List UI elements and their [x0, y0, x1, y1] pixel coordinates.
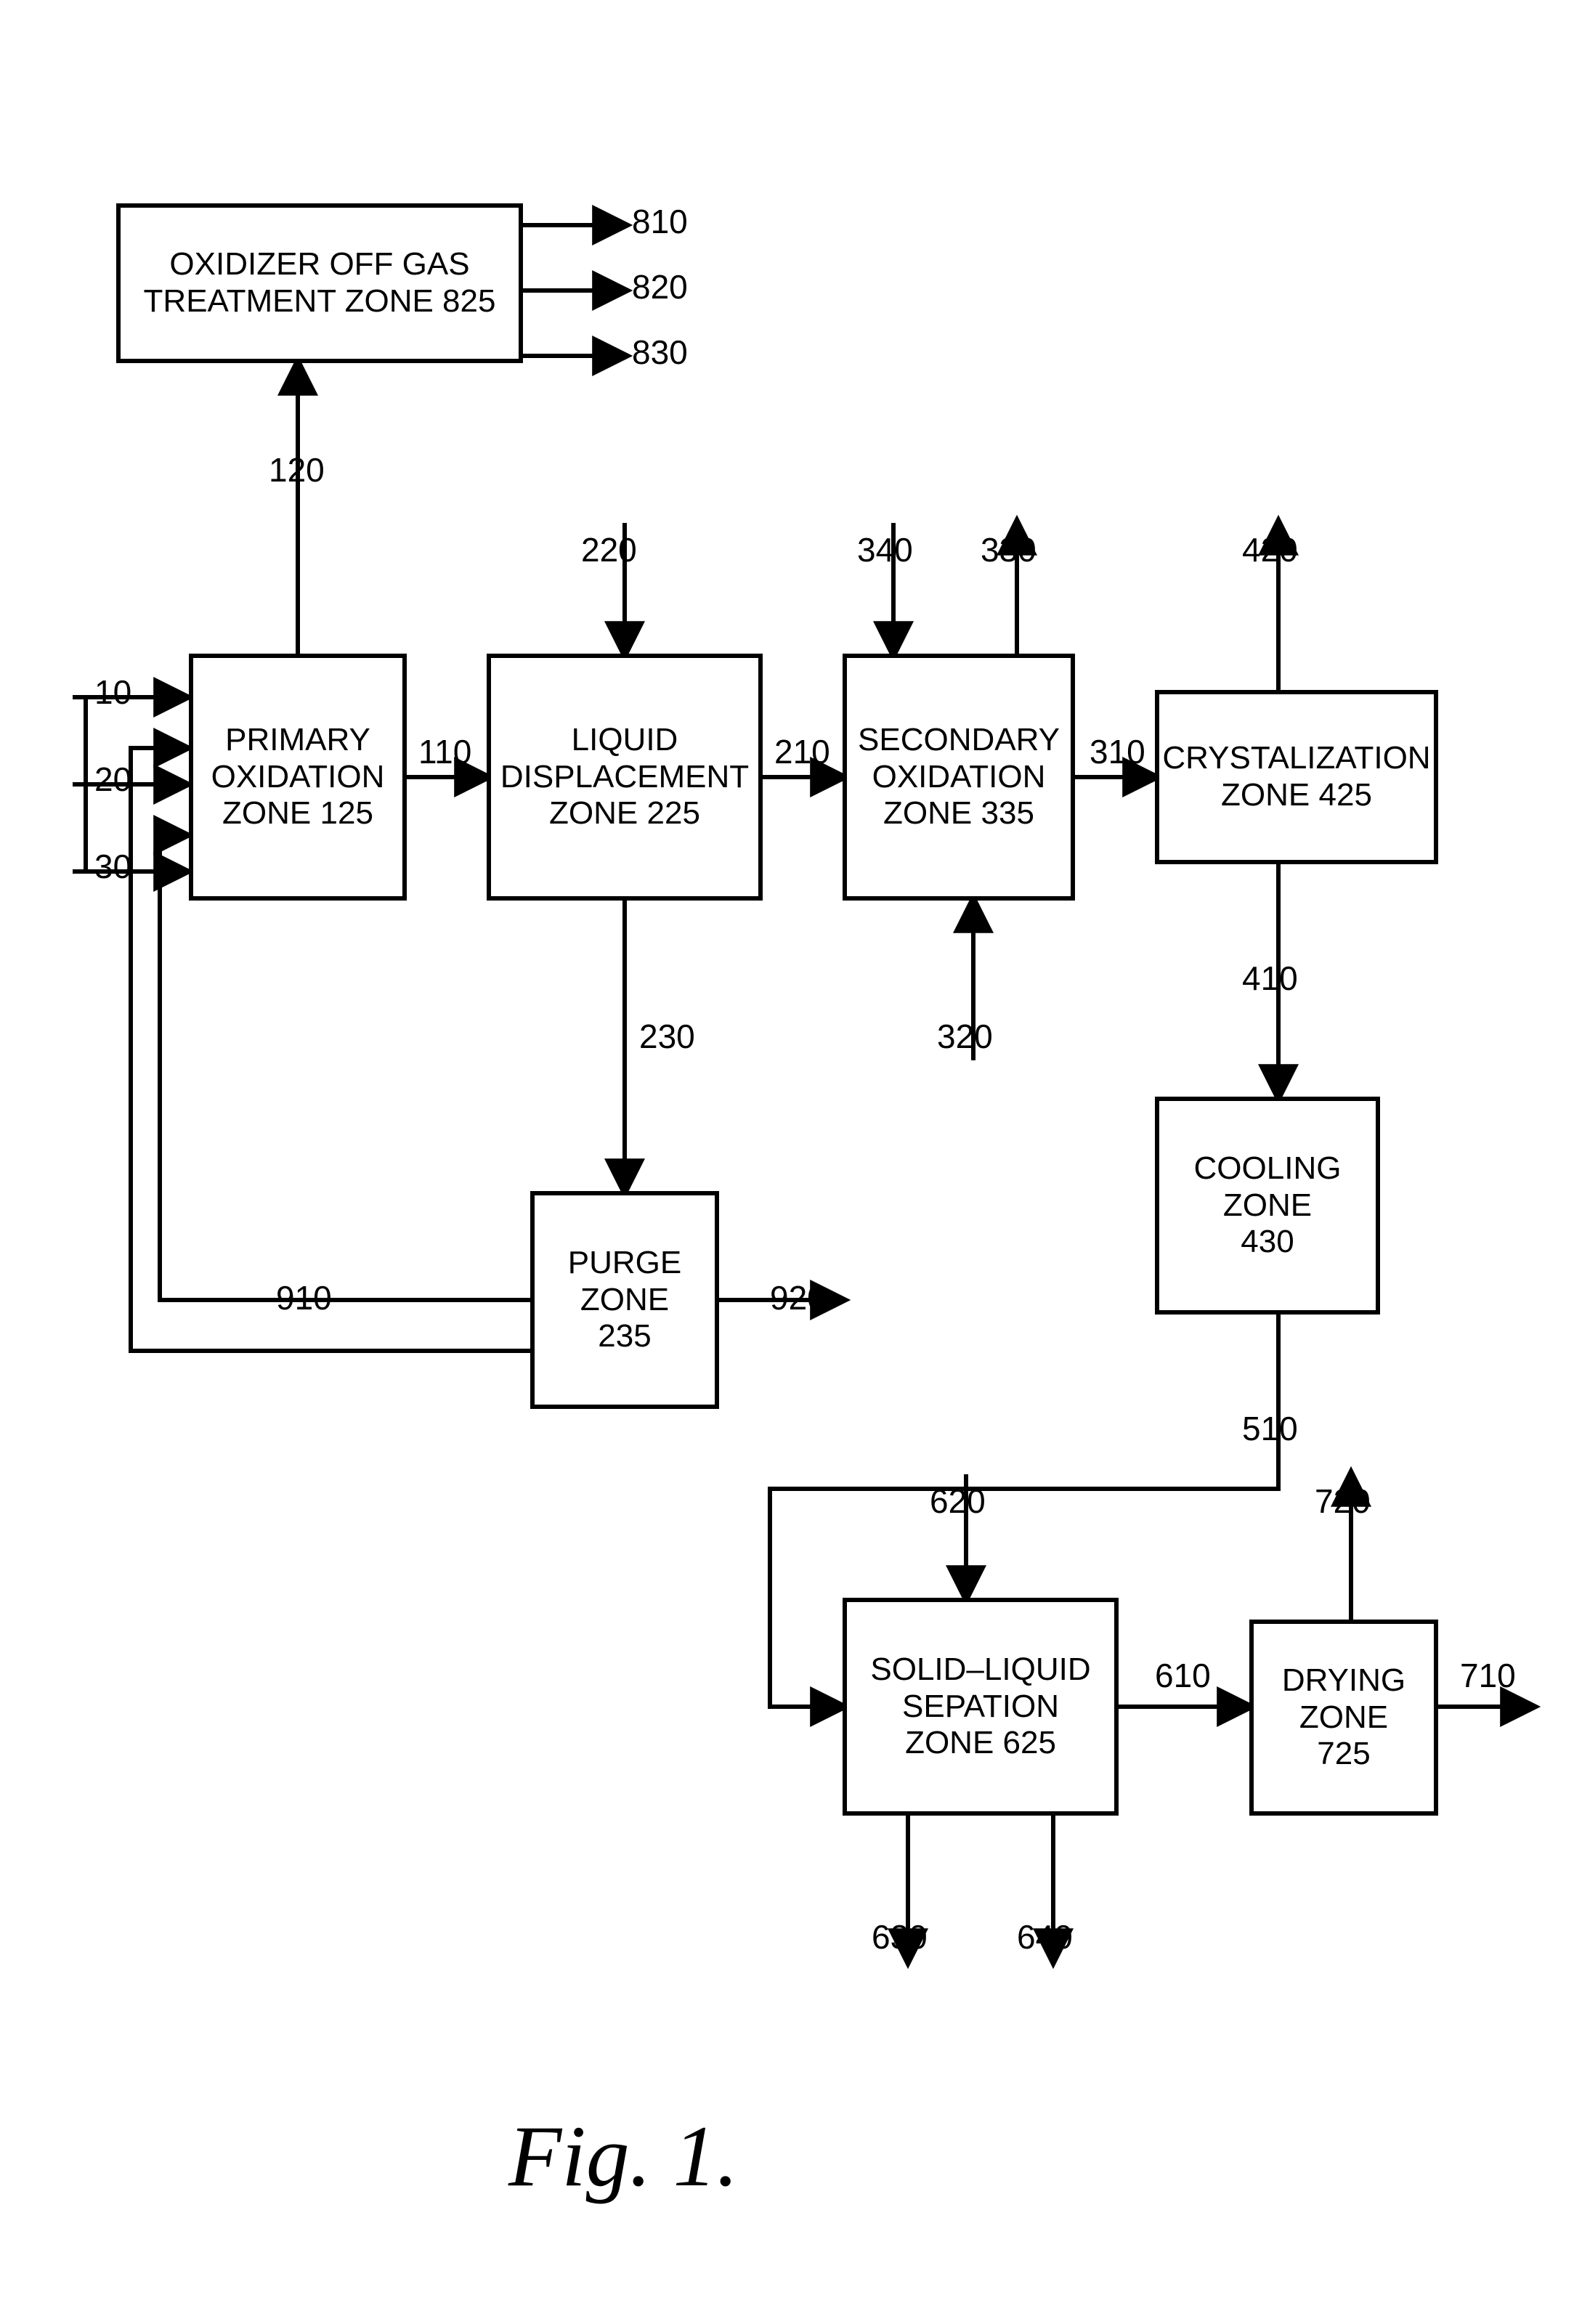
- text: DISPLACEMENT: [500, 759, 749, 795]
- figure-label: Fig. 1.: [508, 2106, 739, 2206]
- label-910: 910: [276, 1278, 332, 1317]
- label-220: 220: [581, 530, 637, 569]
- label-110: 110: [418, 732, 471, 771]
- text: ZONE: [1299, 1699, 1388, 1735]
- label-330: 330: [981, 530, 1037, 569]
- text: ZONE 625: [905, 1725, 1056, 1760]
- label-810: 810: [632, 202, 688, 241]
- text: ZONE: [1223, 1187, 1312, 1223]
- text: SOLID–LIQUID: [870, 1651, 1090, 1687]
- label-920: 920: [770, 1278, 826, 1317]
- label-20: 20: [94, 760, 131, 799]
- text: ZONE 225: [549, 795, 700, 831]
- text: SEPATION: [902, 1689, 1059, 1724]
- label-710: 710: [1460, 1656, 1516, 1695]
- label-230: 230: [639, 1017, 695, 1056]
- text: 725: [1317, 1736, 1370, 1771]
- text: LIQUID: [572, 722, 678, 757]
- label-640: 640: [1017, 1917, 1073, 1957]
- text: ZONE 125: [222, 795, 373, 831]
- text: COOLING: [1194, 1150, 1342, 1186]
- text: ZONE 335: [883, 795, 1034, 831]
- box-primary-oxidation: PRIMARY OXIDATION ZONE 125: [189, 654, 407, 901]
- box-cooling: COOLING ZONE 430: [1155, 1097, 1380, 1315]
- box-secondary-oxidation: SECONDARY OXIDATION ZONE 335: [843, 654, 1075, 901]
- label-620: 620: [930, 1482, 986, 1521]
- label-510: 510: [1242, 1409, 1298, 1448]
- label-410: 410: [1242, 959, 1298, 998]
- label-720: 720: [1315, 1482, 1371, 1521]
- text: PRIMARY: [225, 722, 370, 757]
- box-purge: PURGE ZONE 235: [530, 1191, 719, 1409]
- box-crystallization: CRYSTALIZATION ZONE 425: [1155, 690, 1438, 864]
- text: 235: [598, 1318, 651, 1354]
- box-liquid-displacement: LIQUID DISPLACEMENT ZONE 225: [487, 654, 763, 901]
- text: OXIDATION: [872, 759, 1046, 795]
- label-420: 420: [1242, 530, 1298, 569]
- box-oxidizer-off-gas: OXIDIZER OFF GAS TREATMENT ZONE 825: [116, 203, 523, 363]
- label-610: 610: [1155, 1656, 1211, 1695]
- label-820: 820: [632, 267, 688, 306]
- text: DRYING: [1282, 1662, 1405, 1698]
- text: TREATMENT ZONE 825: [144, 283, 496, 319]
- label-10: 10: [94, 673, 131, 712]
- text: CRYSTALIZATION: [1162, 740, 1430, 776]
- text: PURGE: [568, 1245, 681, 1280]
- text: ZONE 425: [1221, 777, 1372, 813]
- box-solid-liquid-separation: SOLID–LIQUID SEPATION ZONE 625: [843, 1598, 1119, 1816]
- text: OXIDATION: [211, 759, 385, 795]
- text: SECONDARY: [858, 722, 1060, 757]
- label-30: 30: [94, 847, 131, 886]
- text: OXIDIZER OFF GAS: [169, 246, 469, 282]
- label-210: 210: [774, 732, 830, 771]
- label-320: 320: [937, 1017, 993, 1056]
- label-830: 830: [632, 333, 688, 372]
- box-drying: DRYING ZONE 725: [1249, 1620, 1438, 1816]
- label-630: 630: [872, 1917, 928, 1957]
- label-120: 120: [269, 450, 325, 489]
- label-310: 310: [1090, 732, 1145, 771]
- label-340: 340: [857, 530, 913, 569]
- text: ZONE: [580, 1282, 669, 1317]
- text: 430: [1241, 1224, 1294, 1259]
